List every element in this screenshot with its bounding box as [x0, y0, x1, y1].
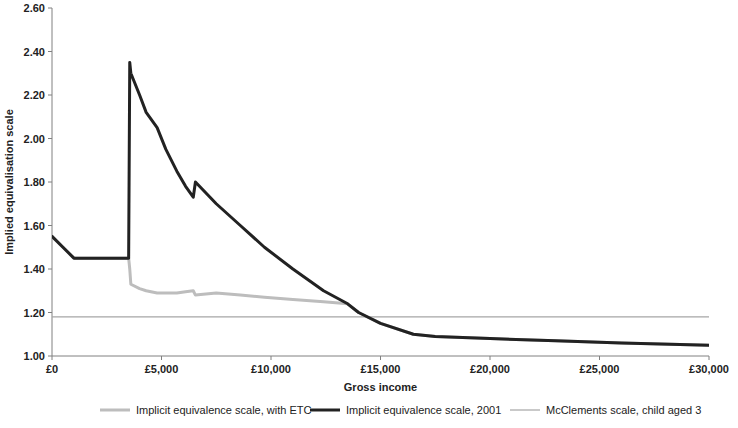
y-tick-label: 1.80 [24, 176, 45, 188]
y-axis-title: Implied equivalisation scale [3, 109, 15, 255]
y-tick-label: 1.00 [24, 350, 45, 362]
x-tick [161, 356, 162, 360]
y-tick [48, 8, 52, 9]
y-tick-label: 2.00 [24, 133, 45, 145]
y-tick [48, 51, 52, 52]
legend-swatch [310, 409, 340, 412]
legend-label: McClements scale, child aged 3 [546, 404, 701, 416]
y-tick [48, 95, 52, 96]
x-tick-label: £15,000 [361, 363, 401, 375]
series-line [52, 236, 709, 345]
y-tick-label: 2.20 [24, 89, 45, 101]
x-tick-label: £20,000 [470, 363, 510, 375]
x-tick-label: £5,000 [145, 363, 179, 375]
legend-swatch [510, 409, 540, 410]
series-line [52, 62, 709, 345]
x-tick [490, 356, 491, 360]
x-tick-label: £10,000 [251, 363, 291, 375]
y-tick [48, 225, 52, 226]
y-tick [48, 182, 52, 183]
legend-label: Implicit equivalence scale, 2001 [346, 404, 501, 416]
y-tick-label: 2.40 [24, 46, 45, 58]
y-tick [48, 356, 52, 357]
y-tick [48, 312, 52, 313]
y-tick-label: 1.20 [24, 307, 45, 319]
chart: 1.00 1.20 1.40 1.60 1.80 2.00 2.20 2.40 2.60 £0 £5… [0, 0, 738, 428]
series-line [52, 316, 709, 317]
legend-label: Implicit equivalence scale, with ETC [136, 404, 312, 416]
y-tick-label: 1.40 [24, 263, 45, 275]
x-tick [52, 356, 53, 360]
x-tick-label: £25,000 [580, 363, 620, 375]
x-tick-label: £30,000 [689, 363, 729, 375]
y-tick [48, 269, 52, 270]
x-tick [599, 356, 600, 360]
x-tick [380, 356, 381, 360]
x-tick-label: £0 [46, 363, 58, 375]
y-tick-label: 1.60 [24, 220, 45, 232]
x-tick [709, 356, 710, 360]
plot-area [52, 62, 709, 345]
y-tick [48, 138, 52, 139]
x-axis-title: Gross income [344, 381, 417, 393]
legend-swatch [100, 409, 130, 412]
x-tick [271, 356, 272, 360]
y-tick-label: 2.60 [24, 2, 45, 14]
